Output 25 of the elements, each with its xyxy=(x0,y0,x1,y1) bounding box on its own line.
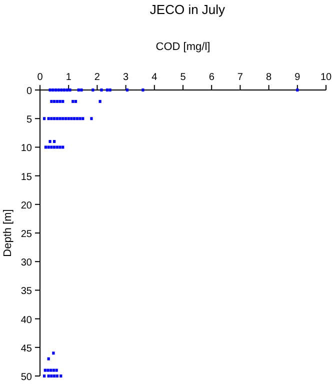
y-tick-label: 50 xyxy=(20,372,32,383)
y-tick-label: 15 xyxy=(20,172,32,183)
x-tick-label: 7 xyxy=(237,72,244,83)
chart-title: JECO in July xyxy=(150,2,226,17)
x-tick-label: 8 xyxy=(266,72,272,83)
y-tick-label: 35 xyxy=(20,286,32,298)
y-tick-label: 45 xyxy=(20,343,32,354)
y-tick-label: 40 xyxy=(20,314,32,326)
x-tick-label: 4 xyxy=(152,72,158,83)
x-tick-label: 2 xyxy=(94,72,100,83)
x-tick-label: 10 xyxy=(320,72,332,83)
y-tick-label: 10 xyxy=(20,143,32,154)
x-tick-label: 9 xyxy=(294,72,301,83)
y-axis-title: Depth [m] xyxy=(2,209,14,257)
x-tick-label: 3 xyxy=(123,72,130,83)
y-tick-label: 25 xyxy=(20,229,32,240)
y-tick-label: 20 xyxy=(20,200,32,212)
x-axis-title: COD [mg/l] xyxy=(156,41,210,53)
x-tick-label: 6 xyxy=(208,72,215,83)
x-tick-label: 1 xyxy=(66,72,72,83)
x-tick-label: 0 xyxy=(37,72,44,83)
y-tick-label: 5 xyxy=(26,114,32,126)
x-tick-label: 5 xyxy=(180,72,186,83)
y-tick-label: 0 xyxy=(26,86,32,97)
y-tick-label: 30 xyxy=(20,258,32,269)
